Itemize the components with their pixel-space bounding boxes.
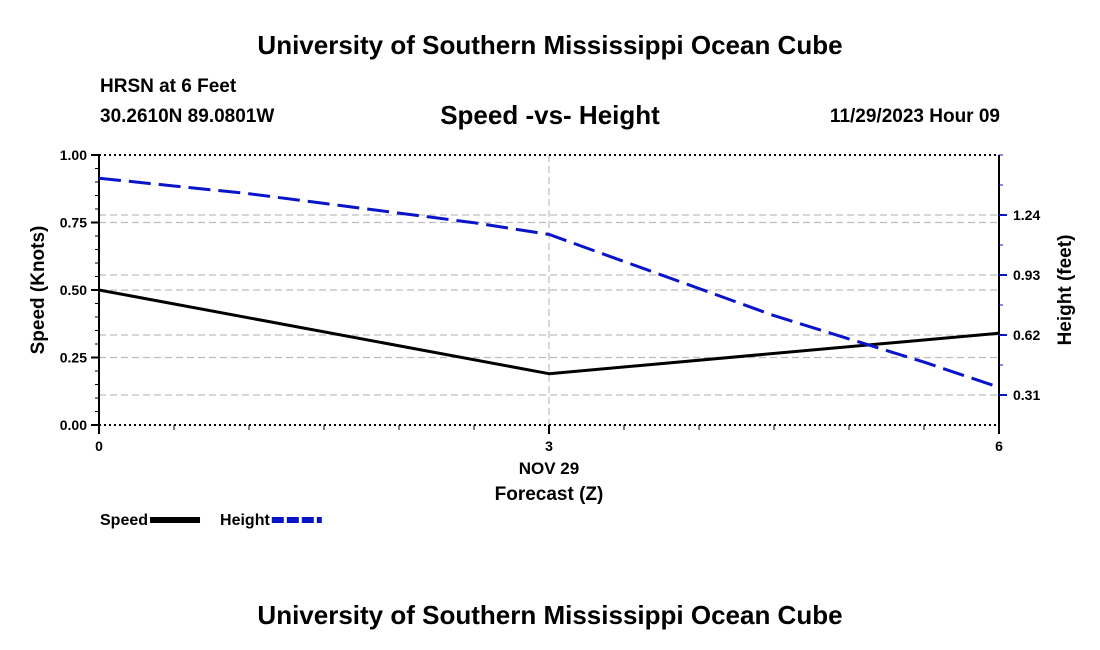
main-title: University of Southern Mississippi Ocean… [257, 30, 843, 60]
y-tick-label: 1.00 [60, 147, 87, 163]
legend: Speed Height [100, 512, 322, 529]
labels-layer: 0.00 0.25 0.50 0.75 1.00 0.31 0.62 0.93 1.24 0 3 6 N… [28, 147, 1076, 505]
y2-tick-label: 0.62 [1013, 327, 1040, 343]
speed-series-line [98, 288, 1000, 376]
coordinates-label: 30.2610N 89.0801W [100, 106, 275, 127]
x-tick-label: 0 [95, 438, 103, 454]
footer-title: University of Southern Mississippi Ocean… [257, 600, 843, 630]
y2-axis-title: Height (feet) [1055, 235, 1076, 346]
height-series-line [98, 176, 1000, 389]
x-date-label: NOV 29 [519, 459, 579, 478]
grid-layer [99, 155, 999, 425]
station-label: HRSN at 6 Feet [100, 76, 237, 97]
y2-tick-label: 1.24 [1013, 207, 1040, 223]
axes-layer [91, 154, 1007, 434]
y2-tick-label: 0.31 [1013, 387, 1040, 403]
chart-title: Speed -vs- Height [440, 100, 660, 130]
series-layer [98, 176, 1000, 389]
y2-tick-label: 0.93 [1013, 267, 1040, 283]
y-tick-label: 0.50 [60, 282, 87, 298]
x-axis-title: Forecast (Z) [495, 484, 604, 505]
speed-height-chart: 0.00 0.25 0.50 0.75 1.00 0.31 0.62 0.93 1.24 0 3 6 N… [28, 147, 1076, 529]
legend-label-speed: Speed [100, 512, 148, 529]
y-tick-label: 0.25 [60, 350, 87, 366]
x-tick-label: 3 [545, 438, 553, 454]
datestamp-label: 11/29/2023 Hour 09 [829, 106, 1000, 127]
x-tick-label: 6 [995, 438, 1003, 454]
y-tick-label: 0.00 [60, 417, 87, 433]
legend-label-height: Height [220, 512, 270, 529]
y-axis-title: Speed (Knots) [28, 226, 49, 355]
y-tick-label: 0.75 [60, 215, 87, 231]
